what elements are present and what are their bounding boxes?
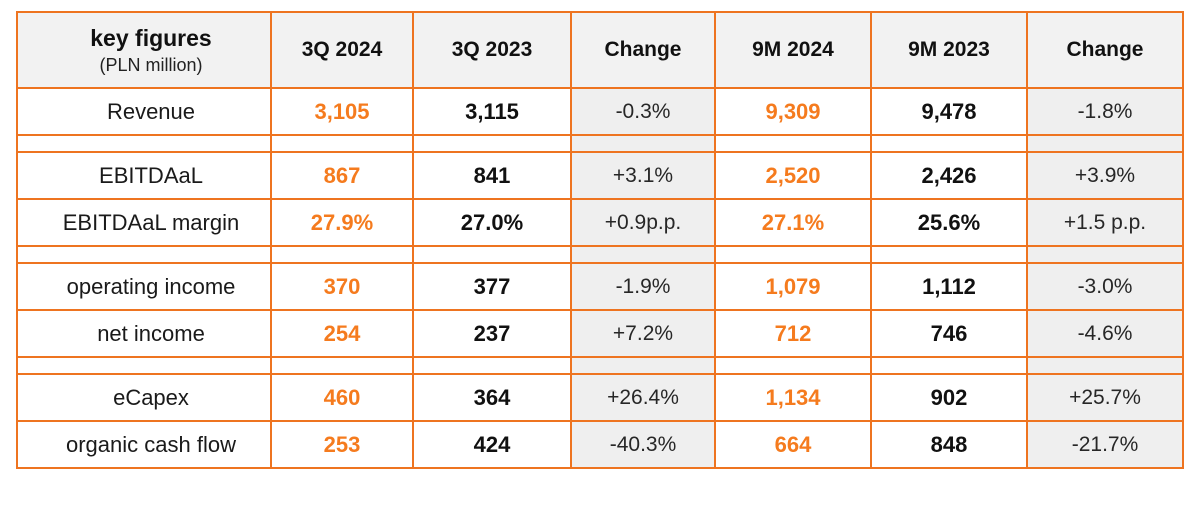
table-title-cell: key figures (PLN million) (16, 11, 272, 89)
spacer-cell (412, 356, 572, 375)
cell-9m-2023: 848 (870, 420, 1028, 469)
row-label: organic cash flow (16, 420, 272, 469)
row-label: net income (16, 309, 272, 358)
cell-9m-2023: 25.6% (870, 198, 1028, 247)
cell-change-quarter: +7.2% (570, 309, 716, 358)
table-row-ebitdaal: EBITDAaL 867 841 +3.1% 2,520 2,426 +3.9% (16, 151, 1184, 200)
cell-3q-2023: 27.0% (412, 198, 572, 247)
spacer-cell (412, 245, 572, 264)
spacer-cell (870, 356, 1028, 375)
cell-3q-2023: 377 (412, 262, 572, 311)
spacer-cell (16, 245, 272, 264)
spacer-cell (16, 134, 272, 153)
cell-change-9m: -21.7% (1026, 420, 1184, 469)
cell-change-quarter: -0.3% (570, 87, 716, 136)
spacer-cell (714, 134, 872, 153)
cell-9m-2024: 9,309 (714, 87, 872, 136)
cell-9m-2024: 1,079 (714, 262, 872, 311)
table-row-revenue: Revenue 3,105 3,115 -0.3% 9,309 9,478 -1… (16, 87, 1184, 136)
table-title: key figures (90, 24, 212, 51)
cell-change-quarter: +26.4% (570, 373, 716, 422)
key-figures-table: key figures (PLN million) 3Q 2024 3Q 202… (16, 11, 1184, 469)
spacer-cell (714, 356, 872, 375)
spacer-row (16, 245, 1184, 264)
cell-3q-2024: 3,105 (270, 87, 414, 136)
cell-change-9m: -1.8% (1026, 87, 1184, 136)
column-header-9m-2023: 9M 2023 (870, 11, 1028, 89)
table-row-ebitdaal-margin: EBITDAaL margin 27.9% 27.0% +0.9p.p. 27.… (16, 198, 1184, 247)
table-row-ecapex: eCapex 460 364 +26.4% 1,134 902 +25.7% (16, 373, 1184, 422)
spacer-row (16, 134, 1184, 153)
cell-3q-2023: 237 (412, 309, 572, 358)
spacer-cell (412, 134, 572, 153)
cell-9m-2024: 1,134 (714, 373, 872, 422)
cell-3q-2024: 370 (270, 262, 414, 311)
column-header-3q-2023: 3Q 2023 (412, 11, 572, 89)
cell-3q-2023: 364 (412, 373, 572, 422)
spacer-row (16, 356, 1184, 375)
cell-change-quarter: +3.1% (570, 151, 716, 200)
cell-3q-2023: 3,115 (412, 87, 572, 136)
cell-3q-2024: 460 (270, 373, 414, 422)
column-header-3q-2024: 3Q 2024 (270, 11, 414, 89)
cell-9m-2024: 2,520 (714, 151, 872, 200)
header-row: key figures (PLN million) 3Q 2024 3Q 202… (16, 11, 1184, 89)
cell-3q-2024: 254 (270, 309, 414, 358)
cell-3q-2023: 841 (412, 151, 572, 200)
row-label: EBITDAaL margin (16, 198, 272, 247)
cell-change-quarter: -40.3% (570, 420, 716, 469)
row-label: eCapex (16, 373, 272, 422)
cell-9m-2024: 27.1% (714, 198, 872, 247)
cell-9m-2023: 902 (870, 373, 1028, 422)
table-row-organic-cash-flow: organic cash flow 253 424 -40.3% 664 848… (16, 420, 1184, 469)
spacer-cell (270, 356, 414, 375)
cell-change-9m: -4.6% (1026, 309, 1184, 358)
spacer-cell (570, 356, 716, 375)
cell-9m-2023: 9,478 (870, 87, 1028, 136)
spacer-cell (1026, 356, 1184, 375)
cell-change-9m: +25.7% (1026, 373, 1184, 422)
cell-9m-2024: 664 (714, 420, 872, 469)
cell-9m-2023: 746 (870, 309, 1028, 358)
cell-change-9m: -3.0% (1026, 262, 1184, 311)
table-row-net-income: net income 254 237 +7.2% 712 746 -4.6% (16, 309, 1184, 358)
spacer-cell (1026, 245, 1184, 264)
cell-9m-2024: 712 (714, 309, 872, 358)
cell-change-9m: +1.5 p.p. (1026, 198, 1184, 247)
cell-3q-2024: 253 (270, 420, 414, 469)
spacer-cell (270, 134, 414, 153)
spacer-cell (870, 245, 1028, 264)
column-header-change-quarter: Change (570, 11, 716, 89)
row-label: Revenue (16, 87, 272, 136)
spacer-cell (16, 356, 272, 375)
cell-3q-2024: 867 (270, 151, 414, 200)
cell-9m-2023: 2,426 (870, 151, 1028, 200)
column-header-change-9m: Change (1026, 11, 1184, 89)
cell-change-9m: +3.9% (1026, 151, 1184, 200)
cell-change-quarter: +0.9p.p. (570, 198, 716, 247)
column-header-9m-2024: 9M 2024 (714, 11, 872, 89)
spacer-cell (1026, 134, 1184, 153)
spacer-cell (714, 245, 872, 264)
spacer-cell (270, 245, 414, 264)
cell-3q-2024: 27.9% (270, 198, 414, 247)
cell-change-quarter: -1.9% (570, 262, 716, 311)
row-label: EBITDAaL (16, 151, 272, 200)
table-row-operating-income: operating income 370 377 -1.9% 1,079 1,1… (16, 262, 1184, 311)
row-label: operating income (16, 262, 272, 311)
spacer-cell (570, 134, 716, 153)
cell-9m-2023: 1,112 (870, 262, 1028, 311)
spacer-cell (870, 134, 1028, 153)
spacer-cell (570, 245, 716, 264)
cell-3q-2023: 424 (412, 420, 572, 469)
table-subtitle: (PLN million) (99, 54, 203, 75)
